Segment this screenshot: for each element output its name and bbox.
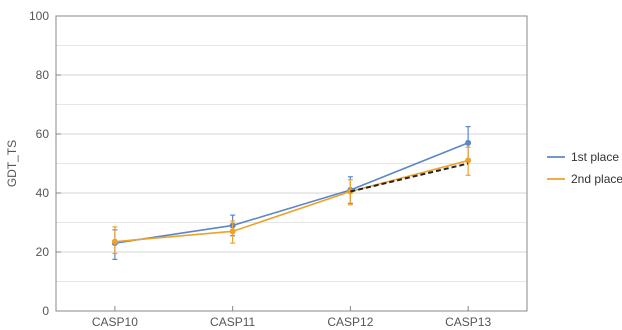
series-line (114, 159, 469, 243)
plot-frame (55, 15, 528, 312)
y-tick-label: 40 (36, 186, 50, 200)
data-point (465, 157, 472, 164)
x-tick-label: CASP11 (210, 315, 255, 329)
x-tick-label: CASP10 (92, 315, 138, 329)
legend: 1st place 2nd place (547, 150, 622, 186)
y-axis-title: GDT_TS (5, 140, 19, 187)
grid (56, 45, 527, 282)
series-2nd-place (111, 146, 472, 255)
y-axis-ticks: 0 20 40 60 80 100 (29, 9, 61, 318)
trend-line-group (350, 162, 469, 193)
legend-label: 1st place (571, 150, 619, 164)
data-point (111, 238, 118, 245)
axes (55, 15, 528, 312)
data-point (465, 139, 472, 146)
x-tick-label: CASP12 (327, 315, 373, 329)
y-tick-label: 80 (36, 68, 50, 82)
y-tick-label: 0 (42, 304, 49, 318)
series (111, 126, 472, 260)
y-tick-label: 60 (36, 127, 50, 141)
series-line (114, 142, 469, 244)
y-tick-label: 20 (36, 245, 50, 259)
y-tick-label: 100 (29, 9, 49, 23)
data-point (229, 228, 236, 235)
x-axis-ticks: CASP10 CASP11 CASP12 CASP13 (92, 306, 491, 329)
x-tick-label: CASP13 (445, 315, 491, 329)
legend-label: 2nd place (571, 172, 622, 186)
trend-line (350, 162, 469, 193)
